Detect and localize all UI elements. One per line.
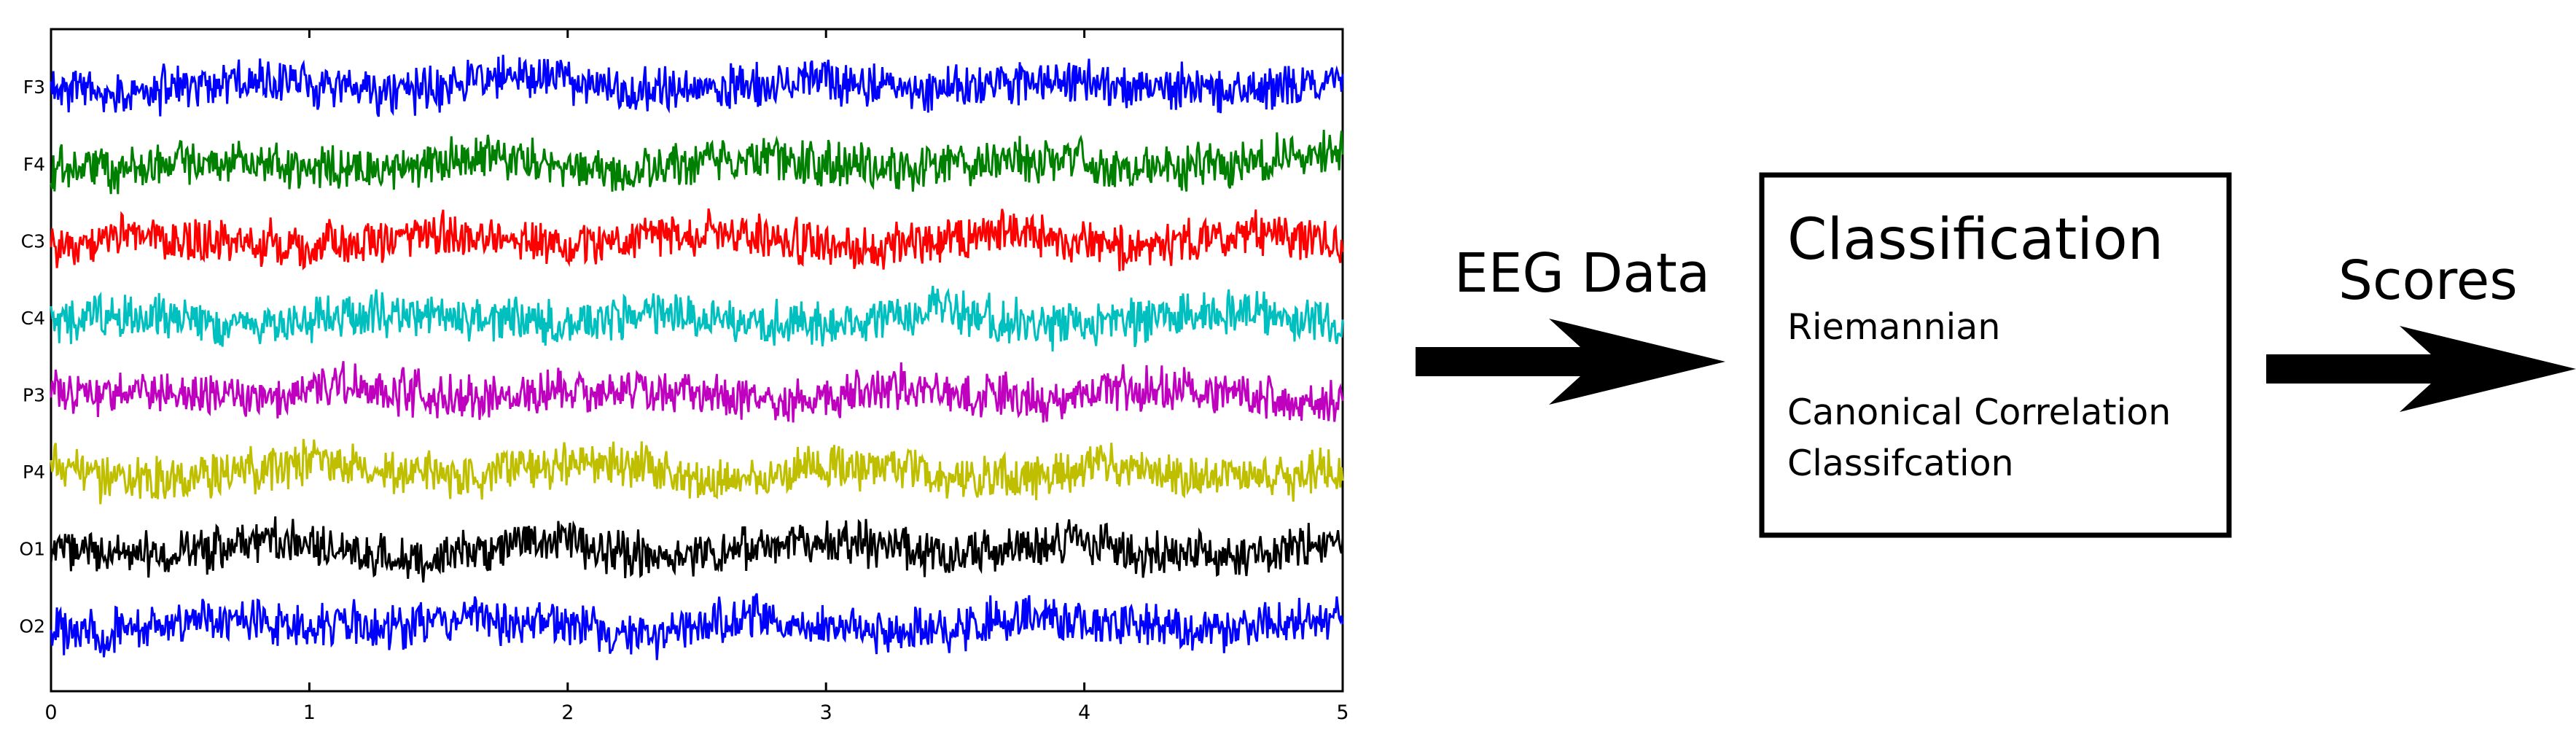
eeg-trace-f3: [50, 55, 1344, 117]
classification-title: Classification: [1787, 207, 2163, 273]
x-axis-ticks: 0 1 2 3 4 5: [44, 29, 1349, 724]
channel-labels: F3 F4 C3 C4 P3 P4 O1 O2: [19, 77, 45, 637]
method-riemannian: Riemannian: [1787, 306, 2000, 348]
classification-box-frame: [1759, 172, 2232, 538]
eeg-trace-c3: [50, 208, 1344, 272]
channel-label-p4: P4: [23, 462, 45, 483]
x-tick-label: 2: [561, 701, 574, 724]
eeg-trace-f4: [50, 130, 1344, 195]
arrow-right-icon: [1416, 319, 1725, 405]
channel-label-c3: C3: [21, 230, 45, 252]
method-cca-line1: Canonical Correlation: [1787, 392, 2171, 433]
plot-frame: [50, 28, 1344, 693]
channel-label-f3: F3: [23, 77, 45, 98]
method-cca-line2: Classifcation: [1787, 443, 2014, 484]
arrow-eeg-data: EEG Data: [1416, 242, 1725, 405]
classification-box: Classification Riemannian Canonical Corr…: [1759, 172, 2232, 538]
x-tick-label: 5: [1336, 701, 1349, 724]
channel-label-f4: F4: [23, 154, 45, 175]
eeg-trace-p4: [50, 438, 1344, 505]
x-tick-label: 0: [44, 701, 57, 724]
x-tick-label: 1: [303, 701, 316, 724]
eeg-traces: [50, 55, 1344, 661]
eeg-trace-o1: [50, 516, 1344, 583]
x-tick-label: 4: [1078, 701, 1090, 724]
arrow-right-icon: [2266, 326, 2576, 412]
scores-label: Scores: [2338, 249, 2518, 312]
eeg-trace-p3: [50, 361, 1344, 423]
eeg-plot: F3 F4 C3 C4 P3 P4 O1 O2 0 1 2 3 4 5: [19, 28, 1349, 724]
x-tick-label: 3: [820, 701, 832, 724]
channel-label-o2: O2: [19, 615, 45, 637]
eeg-trace-o2: [50, 593, 1344, 661]
channel-label-o1: O1: [19, 539, 45, 560]
channel-label-p3: P3: [23, 385, 45, 406]
channel-label-c4: C4: [21, 308, 45, 329]
eeg-trace-c4: [50, 285, 1344, 352]
arrow-scores: Scores: [2266, 249, 2576, 412]
eeg-data-label: EEG Data: [1454, 242, 1710, 305]
